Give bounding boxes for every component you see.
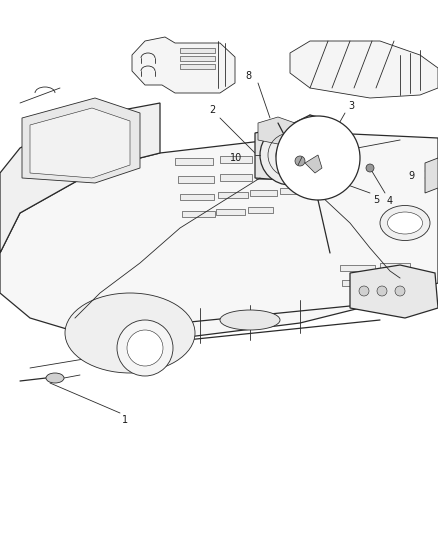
Bar (180, 48, 215, 53)
Bar (258, 154, 286, 161)
Polygon shape (255, 125, 330, 181)
Ellipse shape (65, 293, 195, 373)
Circle shape (276, 116, 360, 200)
Polygon shape (22, 98, 140, 183)
Bar (218, 192, 248, 198)
Bar (320, 170, 342, 176)
Bar (175, 158, 213, 165)
Polygon shape (425, 158, 438, 193)
Bar (288, 171, 313, 177)
Circle shape (295, 156, 305, 166)
Polygon shape (0, 133, 438, 338)
Ellipse shape (46, 373, 64, 383)
Ellipse shape (380, 206, 430, 240)
Bar (180, 56, 215, 61)
Circle shape (395, 286, 405, 296)
Bar (292, 152, 317, 159)
Bar (178, 176, 214, 183)
Bar (220, 156, 252, 163)
Circle shape (359, 286, 369, 296)
Text: 4: 4 (387, 196, 393, 206)
Bar (182, 211, 215, 217)
Bar (248, 207, 273, 213)
Circle shape (260, 125, 320, 185)
Text: 1: 1 (122, 415, 128, 425)
Bar (342, 280, 376, 286)
Text: 10: 10 (230, 153, 242, 163)
Circle shape (366, 164, 374, 172)
Circle shape (127, 330, 163, 366)
Polygon shape (0, 103, 160, 253)
Bar (378, 279, 407, 285)
Bar (220, 174, 252, 181)
Ellipse shape (388, 212, 423, 234)
Ellipse shape (220, 310, 280, 330)
Polygon shape (290, 41, 438, 98)
Bar (256, 173, 284, 179)
Text: 8: 8 (246, 71, 252, 81)
Polygon shape (30, 108, 130, 178)
Bar (380, 263, 410, 269)
Text: 3: 3 (348, 101, 354, 111)
Polygon shape (350, 265, 438, 318)
Text: 2: 2 (209, 105, 215, 115)
Bar (280, 188, 304, 194)
Bar (180, 64, 215, 69)
Bar (250, 190, 277, 196)
Polygon shape (258, 117, 295, 144)
Bar (325, 151, 347, 157)
Bar (216, 209, 245, 215)
Polygon shape (132, 37, 235, 93)
Text: 5: 5 (373, 195, 379, 205)
Bar (180, 194, 214, 200)
Bar (340, 265, 375, 271)
Circle shape (377, 286, 387, 296)
Polygon shape (305, 155, 322, 173)
Text: 9: 9 (408, 171, 414, 181)
Circle shape (117, 320, 173, 376)
